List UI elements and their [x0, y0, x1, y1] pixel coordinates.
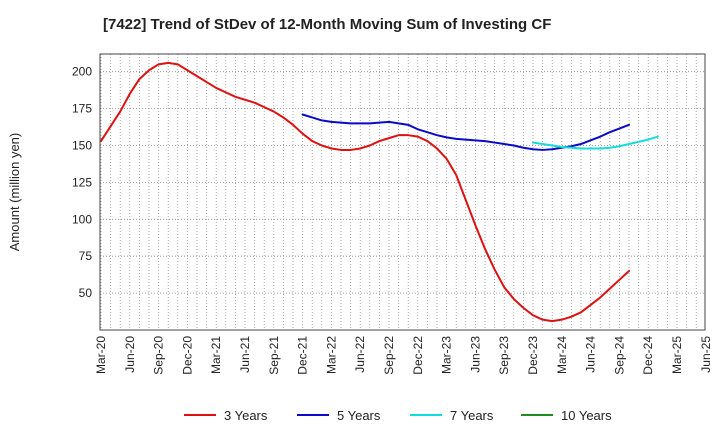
x-tick-label: Sep-20	[152, 336, 166, 375]
y-tick-label: 125	[72, 175, 92, 189]
y-tick-label: 150	[72, 139, 92, 153]
x-tick-label: Mar-23	[440, 336, 454, 374]
y-tick-label: 175	[72, 102, 92, 116]
x-tick-label: Jun-23	[468, 336, 482, 373]
x-tick-label: Dec-21	[296, 336, 310, 375]
x-tick-label: Mar-21	[209, 336, 223, 374]
x-tick-label: Jun-20	[123, 336, 137, 373]
legend: 3 Years 5 Years 7 Years 10 Years	[184, 408, 612, 423]
x-tick-label: Mar-25	[670, 336, 684, 374]
legend-label-2: 5 Years	[337, 408, 381, 423]
legend-label-4: 10 Years	[561, 408, 612, 423]
y-axis-label: Amount (million yen)	[7, 133, 22, 252]
series-line-1	[100, 61, 630, 323]
legend-label-3: 7 Years	[450, 408, 494, 423]
legend-label-1: 3 Years	[224, 408, 268, 423]
x-tick-label: Sep-21	[267, 336, 281, 375]
x-tick-label: Dec-24	[641, 336, 655, 375]
y-tick-label: 75	[79, 249, 93, 263]
x-tick-label: Sep-24	[612, 336, 626, 375]
y-tick-label: 200	[72, 65, 92, 79]
y-tick-label: 50	[79, 286, 93, 300]
series-lines	[100, 61, 659, 323]
x-tick-label: Dec-20	[180, 336, 194, 375]
plot-area	[100, 54, 705, 330]
x-axis-ticks: Mar-20 Jun-20 Sep-20 Dec-20 Mar-21 Jun-21 Sep-…	[94, 336, 713, 375]
x-tick-label: Sep-23	[497, 336, 511, 375]
x-tick-label: Jun-25	[699, 336, 713, 373]
x-tick-label: Jun-24	[584, 336, 598, 373]
plot-border	[99, 53, 706, 331]
x-tick-label: Mar-22	[324, 336, 338, 374]
series-line-2	[301, 113, 630, 151]
series-line-3	[532, 135, 659, 150]
x-tick-label: Mar-20	[94, 336, 108, 374]
x-tick-label: Mar-24	[555, 336, 569, 374]
y-axis-ticks: 50 75 100 125 150 175 200	[72, 65, 92, 300]
chart-title: [7422] Trend of StDev of 12-Month Moving…	[103, 16, 551, 33]
x-tick-label: Jun-22	[353, 336, 367, 373]
x-tick-label: Dec-23	[526, 336, 540, 375]
y-tick-label: 100	[72, 212, 92, 226]
x-tick-label: Sep-22	[382, 336, 396, 375]
x-tick-label: Dec-22	[411, 336, 425, 375]
x-tick-label: Jun-21	[238, 336, 252, 373]
